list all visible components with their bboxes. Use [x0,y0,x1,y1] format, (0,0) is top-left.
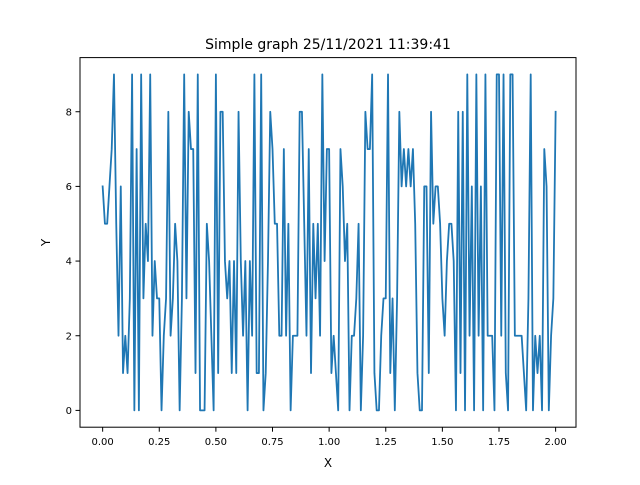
x-tick-label: 1.25 [375,437,397,448]
chart-title: Simple graph 25/11/2021 11:39:41 [205,37,451,53]
y-tick-label: 2 [66,331,72,342]
x-tick-label: 0.50 [205,437,227,448]
x-tick-label: 2.00 [544,437,566,448]
y-axis-ticks: 0 2 4 6 8 [66,107,80,417]
plot-area [101,73,557,412]
y-axis-label: Y [39,238,53,247]
y-tick-label: 0 [66,406,72,417]
x-tick-label: 1.00 [318,437,340,448]
y-tick-label: 6 [66,182,72,193]
x-tick-label: 0.25 [148,437,170,448]
axes-frame [79,57,577,428]
y-tick-label: 8 [66,107,72,118]
x-tick-label: 1.75 [488,437,510,448]
series-line [101,73,557,412]
x-tick-label: 0.00 [92,437,114,448]
x-tick-label: 1.50 [431,437,453,448]
x-axis-ticks: 0.00 0.25 0.50 0.75 1.00 1.25 1.50 1.75 2.00 [92,427,567,448]
x-tick-label: 0.75 [261,437,283,448]
y-tick-label: 4 [66,257,72,268]
x-axis-label: X [324,456,332,470]
